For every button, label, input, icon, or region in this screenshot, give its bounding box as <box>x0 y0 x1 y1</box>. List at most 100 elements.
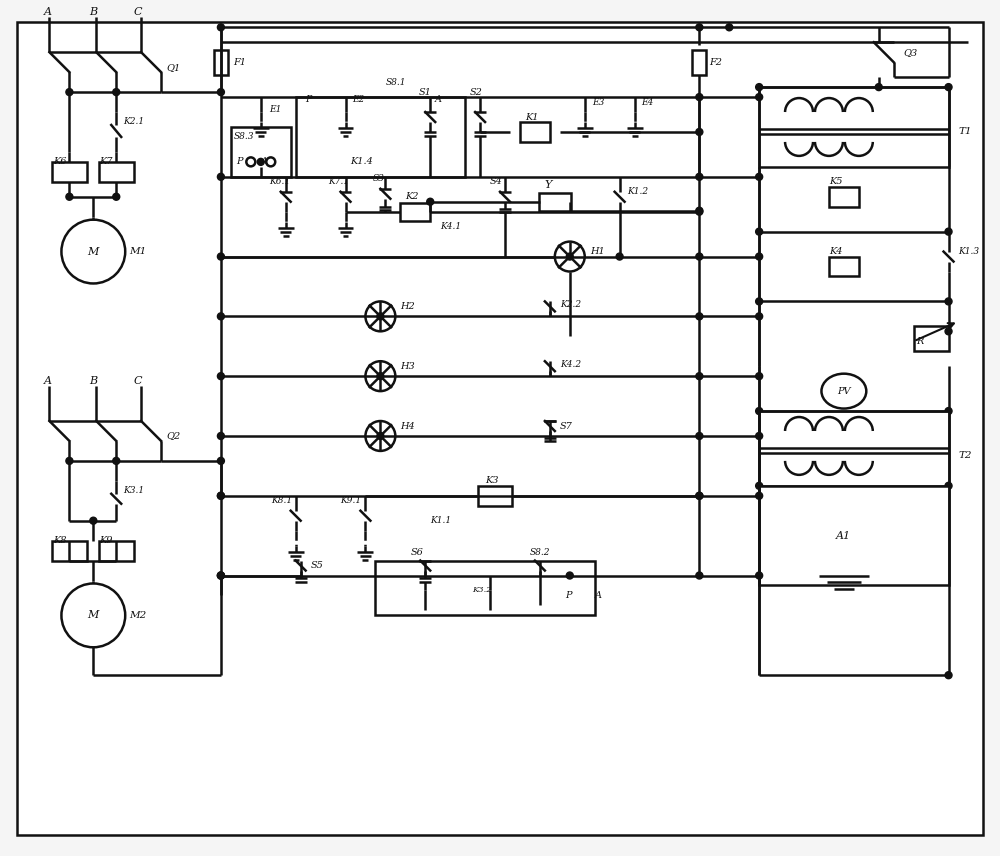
Circle shape <box>945 482 952 490</box>
Circle shape <box>756 372 763 380</box>
Text: F1: F1 <box>233 57 246 67</box>
Circle shape <box>427 199 434 205</box>
Text: E2: E2 <box>352 94 365 104</box>
Text: H3: H3 <box>400 362 415 371</box>
Circle shape <box>217 253 224 260</box>
Text: B: B <box>89 376 97 386</box>
Circle shape <box>377 432 384 439</box>
Text: K1.3: K1.3 <box>959 247 980 256</box>
Text: K8.1: K8.1 <box>271 496 292 505</box>
Bar <box>52 541 87 561</box>
Circle shape <box>696 572 703 579</box>
Circle shape <box>945 672 952 679</box>
Circle shape <box>696 207 703 214</box>
Text: S8.2: S8.2 <box>530 548 550 557</box>
Text: E3: E3 <box>592 98 604 106</box>
Text: R: R <box>917 336 924 346</box>
Bar <box>520 122 550 142</box>
Circle shape <box>756 482 763 490</box>
Text: A: A <box>261 158 268 166</box>
Circle shape <box>217 457 224 465</box>
Text: C: C <box>133 376 142 386</box>
Circle shape <box>756 84 763 91</box>
Text: T2: T2 <box>959 451 972 461</box>
Text: PV: PV <box>837 387 851 395</box>
Bar <box>375 561 595 615</box>
Text: K1.4: K1.4 <box>350 158 373 166</box>
Text: K3: K3 <box>485 476 499 485</box>
Circle shape <box>696 492 703 499</box>
Circle shape <box>696 492 703 499</box>
Text: M2: M2 <box>129 611 146 620</box>
Text: K2.1: K2.1 <box>123 117 144 127</box>
Circle shape <box>726 24 733 31</box>
Bar <box>829 187 859 206</box>
Circle shape <box>566 253 573 260</box>
Text: S2: S2 <box>470 87 483 97</box>
Text: S8.3: S8.3 <box>234 133 254 141</box>
Bar <box>296 97 465 177</box>
Text: K1: K1 <box>525 112 538 122</box>
Text: S4: S4 <box>490 177 503 187</box>
Text: P: P <box>236 158 242 166</box>
Text: K9: K9 <box>99 536 113 545</box>
Circle shape <box>696 313 703 320</box>
Circle shape <box>266 158 275 166</box>
Text: H2: H2 <box>400 302 415 311</box>
Circle shape <box>113 193 120 200</box>
Text: S3: S3 <box>372 175 384 183</box>
Text: A: A <box>595 591 602 600</box>
Text: Q2: Q2 <box>166 431 180 441</box>
Bar <box>759 411 949 486</box>
Circle shape <box>217 313 224 320</box>
Bar <box>759 87 949 167</box>
Text: K4.2: K4.2 <box>560 360 581 369</box>
Text: A1: A1 <box>836 531 851 541</box>
Circle shape <box>945 328 952 335</box>
Circle shape <box>90 517 97 524</box>
Circle shape <box>217 572 224 579</box>
Circle shape <box>555 241 585 271</box>
Text: P: P <box>565 591 571 600</box>
Text: Q3: Q3 <box>904 48 918 56</box>
Circle shape <box>217 572 224 579</box>
Circle shape <box>66 457 73 465</box>
Text: K5: K5 <box>829 177 842 187</box>
Bar <box>692 50 706 74</box>
Circle shape <box>365 421 395 451</box>
Circle shape <box>756 572 763 579</box>
Circle shape <box>217 572 224 579</box>
Text: S1: S1 <box>418 87 431 97</box>
Bar <box>231 127 291 177</box>
Circle shape <box>257 158 264 165</box>
Circle shape <box>566 572 573 579</box>
Circle shape <box>756 93 763 100</box>
Bar <box>539 193 571 211</box>
Circle shape <box>66 89 73 96</box>
Text: M1: M1 <box>129 247 146 256</box>
Circle shape <box>945 229 952 235</box>
Text: K6.1: K6.1 <box>269 177 290 187</box>
Circle shape <box>945 298 952 305</box>
Text: Q1: Q1 <box>166 62 180 72</box>
Text: K1.2: K1.2 <box>628 187 649 196</box>
Text: Y: Y <box>545 180 552 190</box>
Circle shape <box>756 432 763 439</box>
Circle shape <box>696 253 703 260</box>
Text: F2: F2 <box>709 57 722 67</box>
Bar <box>214 50 228 74</box>
Circle shape <box>217 24 224 31</box>
Bar <box>400 203 430 221</box>
Text: A: A <box>435 94 442 104</box>
Text: K8: K8 <box>53 536 67 545</box>
Text: S5: S5 <box>311 561 323 570</box>
Text: T1: T1 <box>959 128 972 136</box>
Circle shape <box>377 313 384 320</box>
Text: C: C <box>133 8 142 17</box>
Text: K7: K7 <box>99 158 113 166</box>
Text: E4: E4 <box>642 98 654 106</box>
Text: S8.1: S8.1 <box>385 78 406 86</box>
Bar <box>759 486 949 586</box>
Circle shape <box>756 407 763 414</box>
Circle shape <box>61 584 125 647</box>
